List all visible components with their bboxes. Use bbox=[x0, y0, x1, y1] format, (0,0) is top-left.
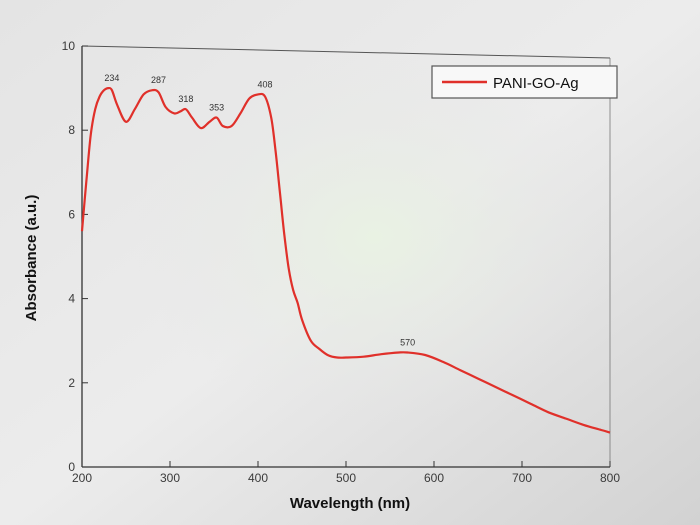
ticks: 200 300 400 500 600 700 800 0 2 4 6 8 10 bbox=[62, 39, 621, 485]
peak-label: 408 bbox=[258, 79, 273, 89]
y-tick-label: 10 bbox=[62, 39, 76, 53]
y-tick-label: 0 bbox=[68, 460, 75, 474]
peak-label: 234 bbox=[104, 73, 119, 83]
y-tick-label: 6 bbox=[68, 207, 75, 221]
y-tick-label: 4 bbox=[68, 292, 75, 306]
peak-label: 353 bbox=[209, 103, 224, 113]
peak-label: 570 bbox=[400, 337, 415, 347]
x-tick-label: 200 bbox=[72, 471, 92, 485]
peak-label: 318 bbox=[178, 94, 193, 104]
x-tick-label: 700 bbox=[512, 471, 532, 485]
y-tick-label: 2 bbox=[68, 376, 75, 390]
series-layer bbox=[80, 86, 611, 434]
x-tick-label: 600 bbox=[424, 471, 444, 485]
y-tick-label: 8 bbox=[68, 123, 75, 137]
x-axis-title: Wavelength (nm) bbox=[290, 495, 410, 512]
x-tick-label: 500 bbox=[336, 471, 356, 485]
annotations: 234 287 318 353 408 570 bbox=[104, 73, 415, 347]
series-line-pani-go-ag bbox=[80, 86, 611, 434]
legend-label: PANI-GO-Ag bbox=[493, 75, 579, 92]
peak-label: 287 bbox=[151, 75, 166, 85]
x-tick-label: 400 bbox=[248, 471, 268, 485]
x-tick-label: 800 bbox=[600, 471, 620, 485]
plot-glow bbox=[80, 48, 615, 468]
legend-box bbox=[431, 65, 618, 99]
y-axis-title: Absorbance (a.u.) bbox=[23, 195, 40, 322]
legend: PANI-GO-Ag bbox=[431, 65, 618, 99]
x-tick-label: 300 bbox=[160, 471, 180, 485]
top-frame-line bbox=[81, 45, 611, 59]
